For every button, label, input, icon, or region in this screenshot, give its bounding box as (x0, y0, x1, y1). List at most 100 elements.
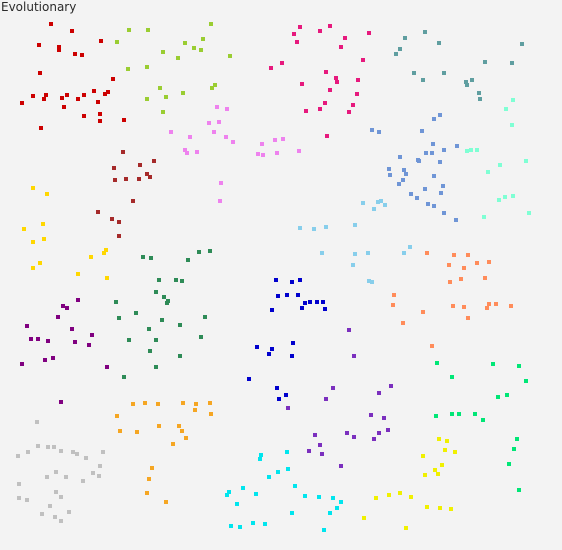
data-point (208, 401, 212, 405)
data-point (483, 276, 487, 280)
data-point (117, 220, 121, 224)
data-point (477, 91, 481, 95)
data-point (433, 468, 437, 472)
data-point (44, 93, 48, 97)
data-point (497, 198, 501, 202)
data-point (324, 70, 328, 74)
data-point (138, 163, 142, 167)
data-point (42, 237, 46, 241)
data-point (376, 200, 380, 204)
data-point (323, 101, 327, 105)
series-3 (362, 437, 457, 530)
data-point (17, 482, 21, 486)
data-point (367, 279, 371, 283)
data-point (96, 210, 100, 214)
data-point (199, 335, 203, 339)
data-point (110, 217, 114, 221)
data-point (473, 412, 477, 416)
data-point (228, 54, 232, 58)
data-point (31, 186, 35, 190)
data-point (402, 251, 406, 255)
data-point (171, 442, 175, 446)
data-point (511, 98, 515, 102)
data-point (56, 315, 60, 319)
data-point (166, 299, 170, 303)
data-point (465, 83, 469, 87)
data-point (174, 278, 178, 282)
data-point (64, 475, 68, 479)
data-point (424, 151, 428, 155)
data-point (441, 184, 445, 188)
chart-title: Evolutionary (1, 0, 77, 14)
data-point (438, 113, 442, 117)
data-point (49, 22, 53, 26)
data-point (387, 493, 391, 497)
data-point (106, 90, 110, 94)
data-point (372, 437, 376, 441)
data-point (281, 137, 285, 141)
data-point (520, 42, 524, 46)
data-point (382, 416, 386, 420)
data-point (36, 444, 40, 448)
data-point (75, 452, 79, 456)
data-point (409, 192, 413, 196)
data-point (71, 450, 75, 454)
data-point (149, 256, 153, 260)
data-point (73, 52, 77, 56)
data-point (157, 424, 161, 428)
data-point (457, 412, 461, 416)
data-point (478, 97, 482, 101)
data-point (481, 418, 485, 422)
data-point (48, 504, 52, 508)
data-point (440, 463, 444, 467)
data-point (209, 22, 213, 26)
data-point (290, 280, 294, 284)
data-point (303, 301, 307, 305)
data-point (470, 78, 474, 82)
data-point (42, 97, 46, 101)
data-point (274, 278, 278, 282)
data-point (98, 464, 102, 468)
data-point (386, 428, 390, 432)
data-point (403, 36, 407, 40)
data-point (298, 25, 302, 29)
series-18 (269, 24, 371, 138)
data-point (437, 437, 441, 441)
data-point (372, 207, 376, 211)
data-point (454, 218, 458, 222)
data-point (137, 177, 141, 181)
data-point (134, 311, 138, 315)
data-point (207, 121, 211, 125)
data-point (197, 250, 201, 254)
data-point (210, 86, 214, 90)
data-point (193, 408, 197, 412)
data-point (158, 86, 162, 90)
data-point (447, 263, 451, 267)
data-point (76, 272, 80, 276)
data-point (392, 293, 396, 297)
data-point (185, 151, 189, 155)
series-4 (434, 361, 528, 492)
data-point (286, 406, 290, 410)
data-point (152, 159, 156, 163)
data-point (111, 77, 115, 81)
data-point (201, 37, 205, 41)
data-point (29, 337, 33, 341)
data-point (121, 150, 125, 154)
data-point (280, 61, 284, 65)
data-point (524, 379, 528, 383)
series-9 (391, 251, 513, 348)
data-point (320, 452, 324, 456)
data-point (219, 181, 223, 185)
data-point (524, 159, 528, 163)
data-point (290, 354, 294, 358)
data-point (251, 521, 255, 525)
data-point (515, 437, 519, 441)
data-point (270, 308, 274, 312)
series-17 (115, 22, 232, 114)
data-point (453, 450, 457, 454)
data-point (370, 128, 374, 132)
data-point (98, 112, 102, 116)
data-point (141, 255, 145, 259)
